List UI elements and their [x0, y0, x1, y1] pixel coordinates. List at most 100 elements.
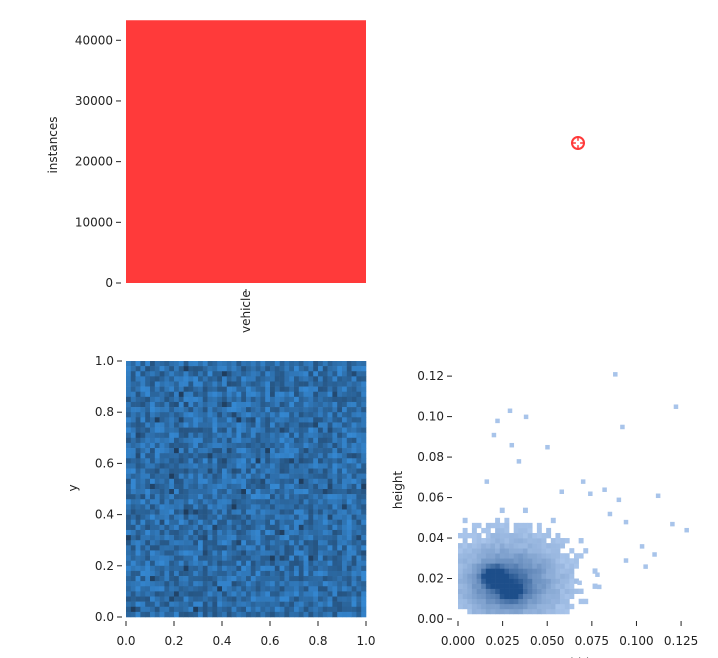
xy-ticks: 0.0 0.2 0.4 0.6 0.8 1.00.00.20.40.60.81.0 [95, 354, 376, 648]
xy-cell [231, 509, 237, 515]
xy-cell [284, 483, 290, 490]
wh-cell [481, 593, 487, 600]
xy-cell [260, 565, 266, 572]
xy-cell [217, 519, 223, 526]
xy-cell [140, 437, 146, 444]
wh-cell [550, 558, 556, 564]
xy-cell [236, 540, 242, 546]
xy-cell [126, 519, 132, 526]
wh-cell [509, 603, 514, 610]
xy-cell [351, 366, 357, 372]
wh-cell [560, 603, 566, 610]
xy-cell [236, 401, 242, 408]
wh-cell [490, 603, 496, 610]
xy-cell [279, 499, 285, 505]
xy-cell [346, 401, 352, 408]
wh-cell [499, 583, 505, 589]
xy-cell [270, 570, 276, 577]
xy-cell [198, 581, 204, 587]
wh-cell [490, 548, 496, 554]
xy-cell [279, 396, 285, 403]
wh-cell [560, 588, 566, 594]
xy-cell [322, 606, 328, 613]
xy-cell [270, 366, 276, 372]
xy-cell [188, 473, 194, 480]
xy-cell [356, 524, 362, 531]
wh-cell [490, 568, 496, 574]
xy-cell [294, 371, 300, 377]
xy-cell [188, 591, 194, 597]
xy-cell [198, 611, 204, 618]
xy-cell [255, 458, 261, 464]
wh-cell [532, 593, 538, 600]
xy-cell [246, 478, 252, 485]
xy-cell [202, 376, 208, 382]
xy-cell [356, 519, 362, 526]
xy-cell [332, 483, 338, 490]
xy-cell [246, 519, 252, 526]
xy-cell [279, 427, 285, 433]
xy-cell [342, 422, 348, 428]
xy-cell [361, 437, 367, 444]
xy-cell [188, 550, 194, 556]
xy-cell [337, 545, 343, 551]
xy-cell [178, 391, 184, 398]
xy-cell [231, 371, 237, 377]
xy-cell [164, 494, 170, 500]
xy-cell [164, 519, 170, 526]
wh-cell [504, 578, 510, 584]
xy-cell [279, 361, 285, 367]
xy-cell [145, 391, 151, 398]
xy-cell [260, 519, 266, 526]
wh-cell [476, 543, 482, 549]
xy-cell [169, 453, 175, 459]
xy-cell [140, 458, 146, 464]
xy-cell [274, 463, 280, 469]
xy-cell [289, 494, 295, 500]
xy-cell [135, 596, 141, 602]
xy-cell [279, 463, 285, 469]
xy-cell [337, 478, 343, 485]
xy-cell [183, 448, 189, 454]
wh-cell [499, 603, 505, 610]
xy-cell [130, 611, 136, 618]
xy-cell [126, 473, 132, 480]
xy-cell [178, 453, 184, 459]
xy-cell [274, 361, 280, 367]
xy-cell [169, 386, 175, 393]
xy-cell [226, 570, 232, 577]
wh-cell [532, 598, 538, 605]
xy-ylabel: y [66, 484, 80, 491]
xy-cell [270, 555, 276, 561]
xy-cell [303, 570, 309, 577]
xy-cell [270, 473, 276, 480]
xy-cell [308, 499, 314, 505]
xy-cell [188, 560, 194, 567]
wh-cell [560, 608, 566, 615]
xy-cell [260, 448, 266, 454]
xy-cell [212, 412, 218, 418]
xy-cell [327, 514, 333, 521]
wh-cell [513, 598, 519, 605]
xy-cell [198, 550, 204, 556]
xy-cell [207, 494, 213, 500]
xy-cell [188, 499, 194, 505]
xy-cell [241, 463, 247, 469]
xy-cell [356, 442, 362, 449]
xy-cell [294, 401, 300, 408]
xy-cell [361, 550, 367, 556]
wh-cell [560, 573, 566, 579]
xy-cell [327, 361, 333, 367]
xy-cell [298, 535, 304, 541]
wh-cell [485, 538, 491, 544]
xy-cell [337, 473, 343, 480]
xy-cell [145, 581, 151, 587]
xy-cell [318, 473, 324, 480]
xy-cell [250, 591, 256, 597]
xy-cell [130, 535, 136, 541]
xy-cell [298, 386, 304, 393]
xy-cell [332, 560, 338, 567]
xy-cell [250, 463, 256, 469]
xy-cell [140, 535, 146, 541]
xy-cell [140, 473, 146, 480]
